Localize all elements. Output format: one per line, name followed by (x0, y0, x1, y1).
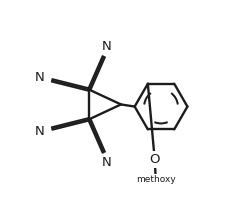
Text: N: N (101, 156, 111, 169)
Text: O: O (150, 153, 160, 166)
Text: N: N (35, 125, 45, 138)
Text: N: N (101, 40, 111, 53)
Text: methoxy: methoxy (136, 175, 176, 184)
Text: N: N (35, 70, 45, 84)
